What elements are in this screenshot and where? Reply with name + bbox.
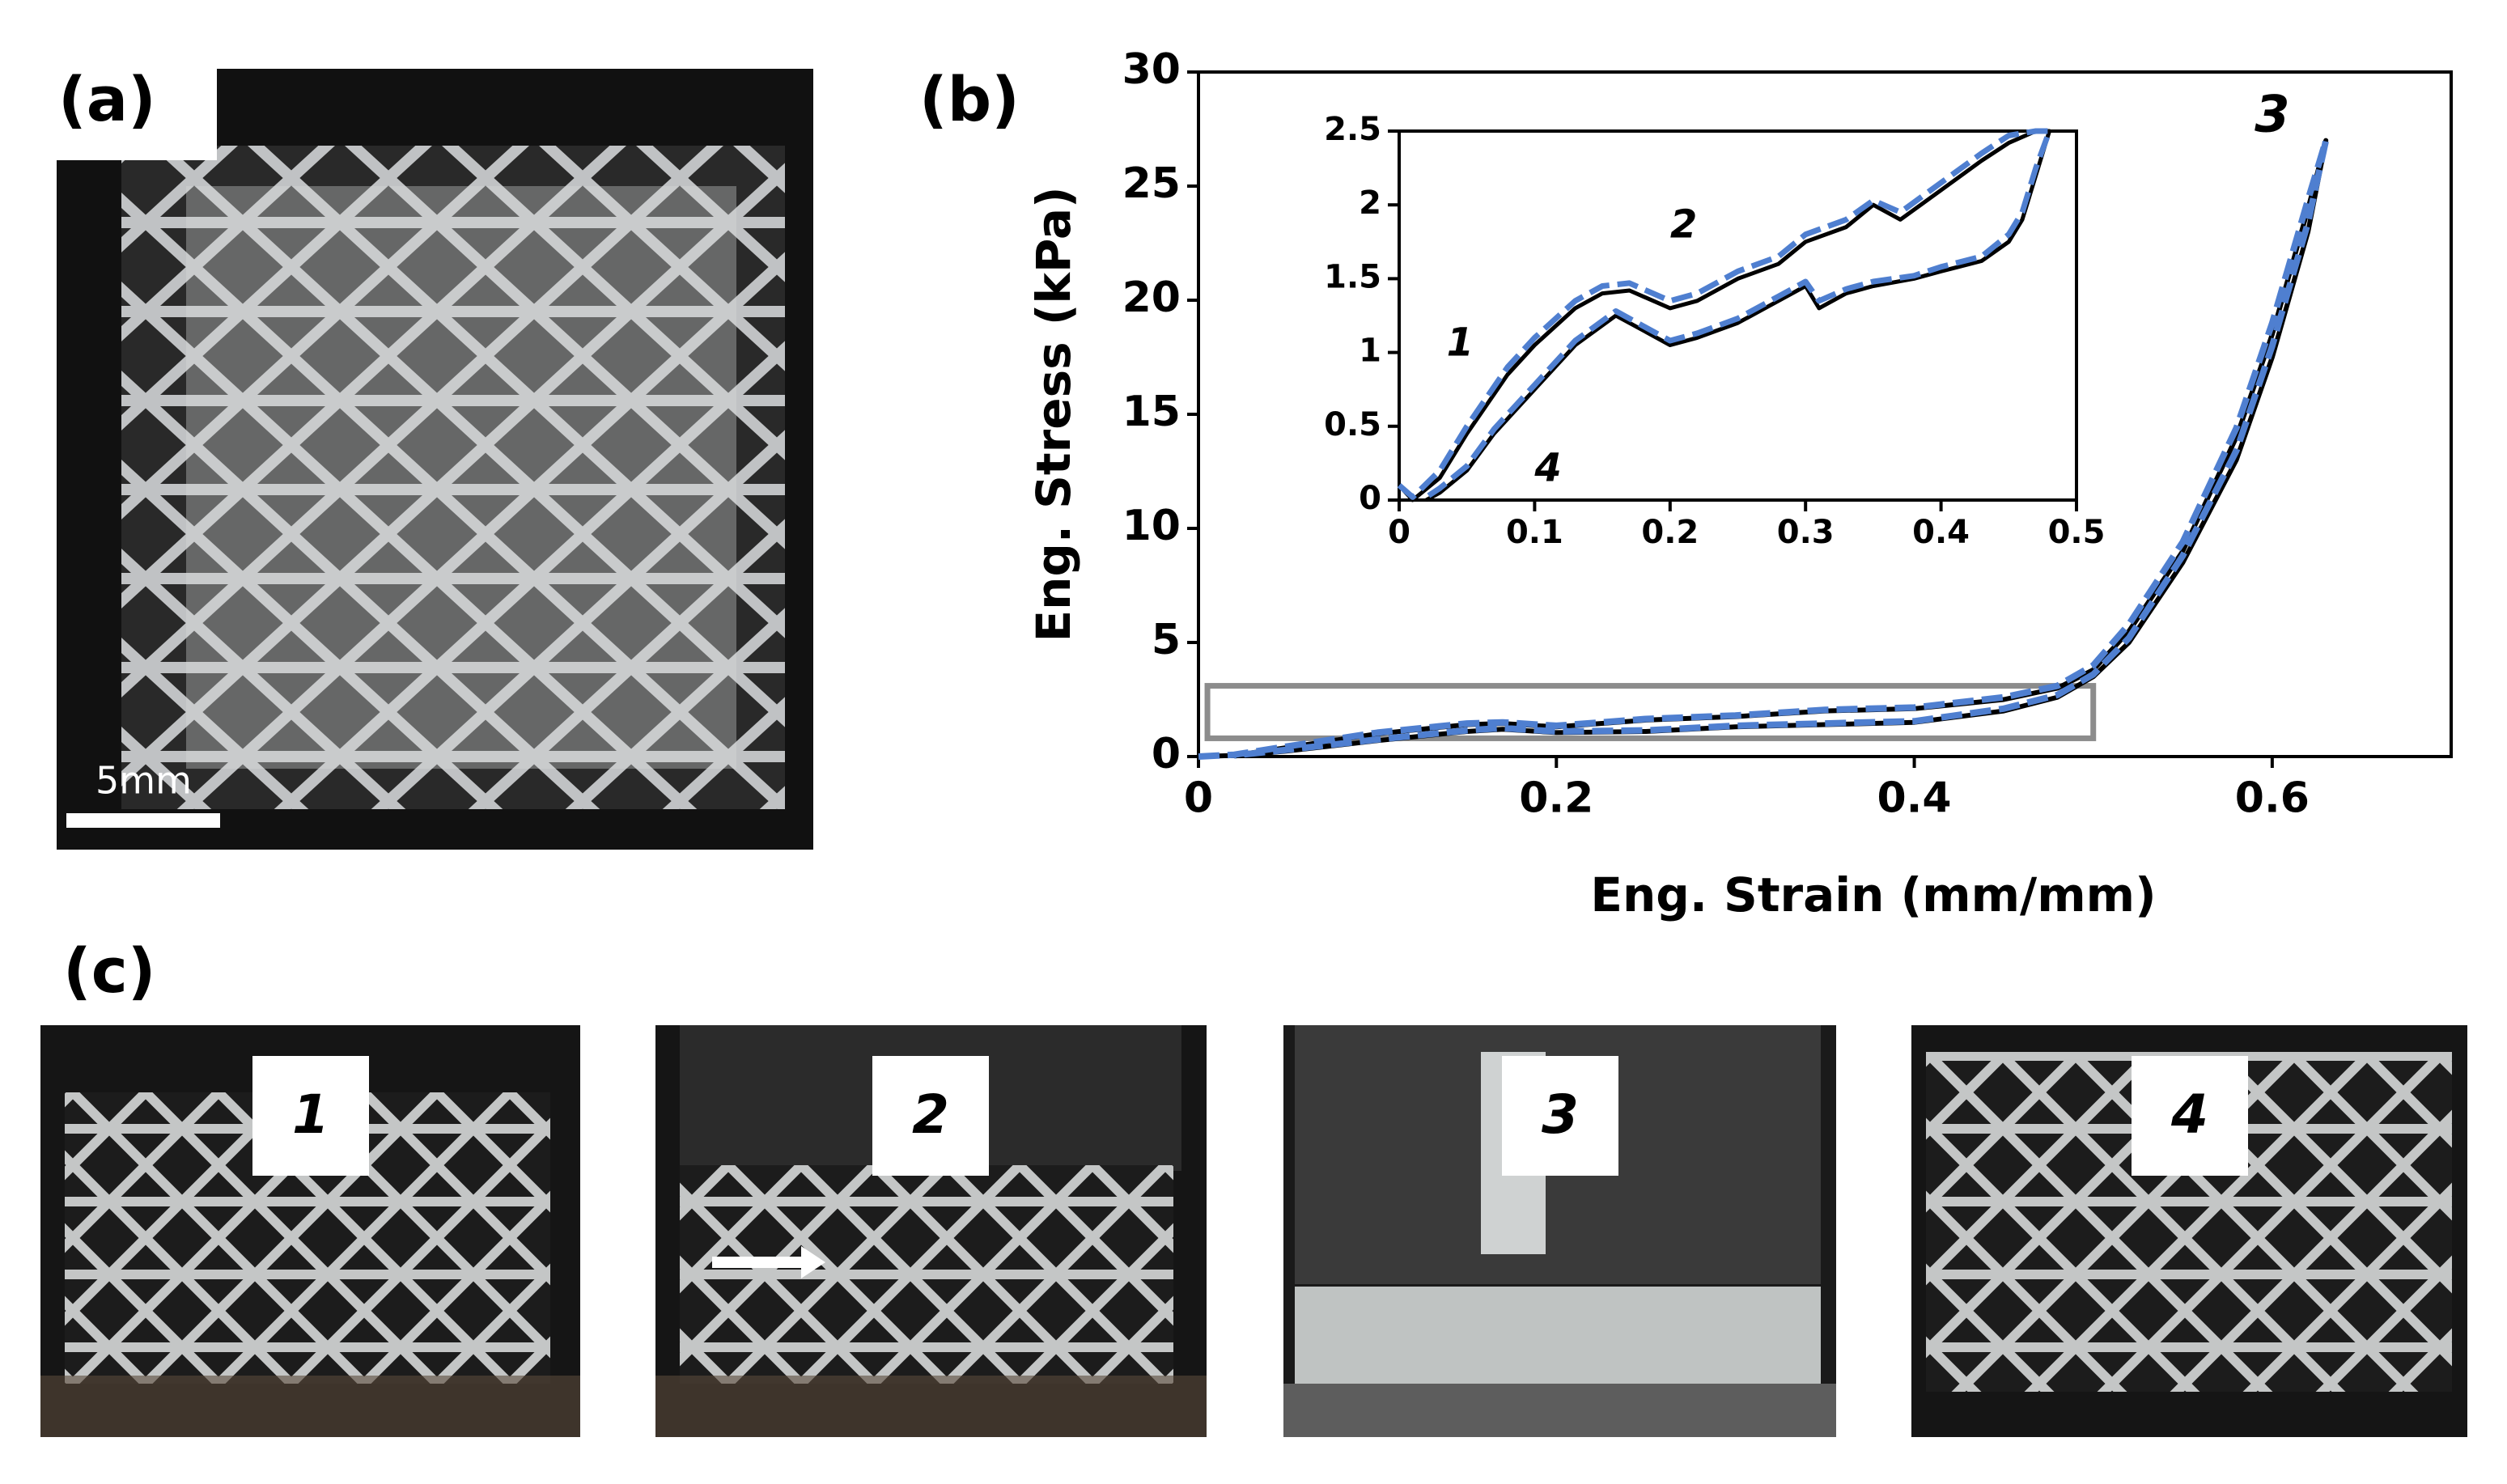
panel-label: (a) [58, 63, 156, 135]
x-tick-label: 0.6 [2235, 774, 2310, 823]
panel-label: (c) [63, 935, 156, 1007]
photo-strip [40, 1025, 2467, 1437]
x-tick-label: 0 [1184, 774, 1213, 823]
y-tick-label: 2.5 [1324, 111, 1381, 148]
y-tick-label: 30 [1122, 45, 1181, 94]
photo-label: 4 [2170, 1083, 2208, 1146]
x-tick-label: 0.4 [1912, 514, 1970, 551]
curve [1397, 128, 2052, 500]
y-axis-label: Eng. Stress (kPa) [1026, 186, 1081, 642]
x-tick-label: 0 [1388, 514, 1410, 551]
photo-label-box [252, 1056, 369, 1176]
photo-label: 1 [292, 1083, 329, 1146]
x-tick-label: 0.1 [1506, 514, 1563, 551]
y-tick-label: 0.5 [1324, 406, 1381, 443]
scale-bar-label: 5mm [95, 759, 192, 803]
annotation: 2 [1670, 202, 1697, 248]
photo-label-box [2132, 1056, 2248, 1176]
photo-a: 5mm [0, 0, 813, 850]
y-tick-label: 1.5 [1324, 258, 1381, 295]
photo-label: 2 [912, 1083, 949, 1146]
photo-label: 3 [1542, 1083, 1579, 1146]
y-tick-label: 2 [1359, 184, 1381, 222]
x-tick-label: 0.4 [1877, 774, 1952, 823]
panel-label: (b) [919, 63, 1020, 135]
annotation: 4 [1533, 446, 1561, 491]
y-tick-label: 10 [1122, 502, 1181, 550]
annotation: 3 [2255, 84, 2289, 143]
x-axis-label: Eng. Strain (mm/mm) [1590, 867, 2156, 922]
y-tick-label: 20 [1122, 273, 1181, 322]
x-tick-label: 0.3 [1777, 514, 1835, 551]
y-tick-label: 5 [1152, 616, 1181, 664]
x-tick-label: 0.2 [1641, 514, 1699, 551]
y-tick-label: 0 [1152, 730, 1181, 778]
y-tick-label: 25 [1122, 159, 1181, 208]
y-tick-label: 0 [1359, 480, 1381, 517]
annotation: 1 [1447, 320, 1474, 365]
x-tick-label: 0.5 [2048, 514, 2106, 551]
curve [1198, 137, 2330, 760]
photo-label-box [1502, 1056, 1618, 1176]
y-tick-label: 1 [1359, 333, 1381, 370]
highlight-box [1204, 683, 2097, 741]
photo-label-box [872, 1056, 989, 1176]
x-tick-label: 0.2 [1519, 774, 1593, 823]
y-tick-label: 15 [1122, 388, 1181, 436]
